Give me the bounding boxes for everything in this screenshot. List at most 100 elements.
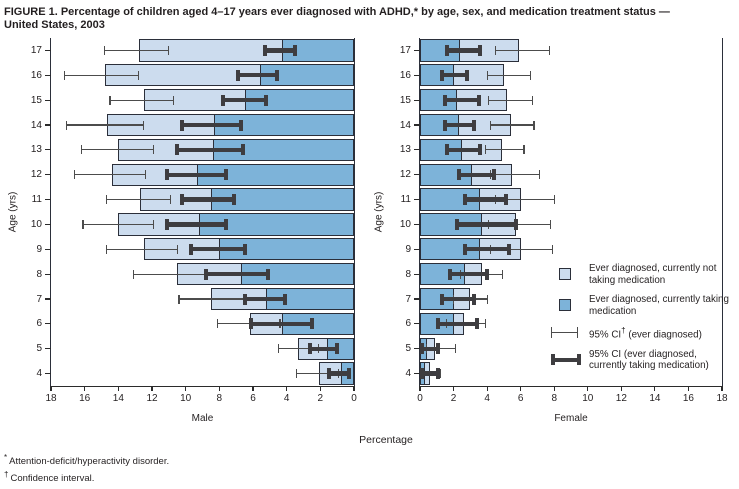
- age-tick: [414, 74, 420, 76]
- ci-medication-line: [177, 147, 243, 153]
- ci-medication-line: [438, 321, 478, 327]
- x-tick-label: 8: [216, 393, 223, 404]
- female-y-axis-label: Age (yrs): [373, 191, 385, 233]
- ci-medication-line: [251, 321, 312, 327]
- ci-medication-cap: [180, 119, 185, 131]
- age-tick-label: 17: [30, 44, 42, 56]
- x-tick: [319, 386, 321, 391]
- ci-medication-line: [450, 271, 488, 277]
- age-tick: [414, 174, 420, 176]
- ci-medication-cap: [266, 268, 271, 280]
- ci-medication-line: [421, 346, 439, 351]
- ci-ever-cap: [501, 269, 503, 279]
- age-tick: [45, 323, 51, 325]
- age-tick-label: 8: [405, 268, 411, 280]
- ci-medication-cap: [188, 243, 193, 255]
- ci-ever-line: [490, 248, 553, 250]
- thin-ci-cap: [551, 326, 553, 338]
- legend-item: Ever diagnosed, currently not taking med…: [551, 263, 737, 286]
- x-tick: [486, 386, 488, 391]
- age-tick: [45, 298, 51, 300]
- ci-medication-cap: [240, 144, 245, 156]
- ci-medication-line: [190, 247, 245, 252]
- ci-medication-cap: [476, 94, 481, 106]
- age-tick: [414, 372, 420, 375]
- ci-medication-cap: [485, 268, 490, 280]
- figure-title-line2: United States, 2003: [4, 19, 105, 31]
- age-tick-label: 10: [30, 218, 42, 230]
- ci-ever-line: [81, 149, 154, 151]
- ci-medication-line: [310, 346, 338, 351]
- age-tick-label: 4: [36, 368, 42, 380]
- ci-medication-line: [456, 222, 516, 227]
- ci-medication-line: [446, 48, 481, 53]
- ci-medication-cap: [503, 194, 508, 206]
- age-tick: [414, 348, 420, 350]
- ci-medication-line: [441, 73, 467, 78]
- ci-medication-cap: [436, 318, 441, 330]
- ci-ever-cap: [486, 70, 488, 80]
- ci-ever-line: [133, 273, 208, 275]
- ci-medication-line: [222, 97, 267, 103]
- ci-ever-cap: [484, 145, 487, 155]
- x-tick-label: 6: [517, 393, 524, 404]
- ci-medication-cap: [180, 194, 185, 206]
- male-y-axis-label: Age (yrs): [7, 191, 19, 233]
- legend-label: Ever diagnosed, currently not taking med…: [589, 263, 717, 286]
- x-tick: [620, 386, 622, 391]
- ci-medication-cap: [478, 44, 483, 56]
- ci-medication-cap: [282, 293, 287, 305]
- ci-medication-cap: [308, 343, 313, 355]
- age-tick: [414, 99, 420, 101]
- ci-ever-line: [278, 348, 319, 350]
- age-tick: [45, 174, 51, 176]
- age-tick-label: 17: [399, 44, 411, 56]
- ci-medication-line: [465, 247, 509, 252]
- age-tick: [414, 298, 420, 300]
- ci-medication-cap: [242, 293, 247, 305]
- ci-ever-line: [178, 298, 247, 300]
- ci-ever-cap: [217, 319, 219, 329]
- ci-ever-line: [104, 49, 169, 52]
- age-tick: [414, 273, 420, 275]
- age-tick: [414, 323, 420, 325]
- age-tick-label: 4: [405, 368, 411, 380]
- ci-ever-cap: [550, 219, 552, 229]
- ci-ever-line: [64, 74, 139, 76]
- thin-ci-cap: [576, 326, 578, 338]
- ci-medication-line: [182, 197, 235, 202]
- ci-ever-cap: [65, 120, 67, 130]
- ci-medication-cap: [475, 318, 480, 330]
- age-tick-label: 9: [36, 243, 42, 255]
- age-tick: [45, 74, 51, 76]
- age-tick: [45, 348, 51, 350]
- ci-medication-cap: [448, 268, 453, 280]
- ci-ever-line: [66, 124, 144, 126]
- ci-medication-cap: [439, 293, 444, 305]
- female-axis-caption: Female: [554, 413, 588, 424]
- ci-ever-cap: [176, 244, 178, 254]
- age-tick-label: 15: [30, 94, 42, 106]
- ci-medication-cap: [444, 44, 449, 56]
- ci-ever-cap: [488, 95, 490, 105]
- x-tick: [419, 386, 421, 391]
- age-tick: [45, 49, 51, 52]
- ci-ever-line: [296, 372, 339, 375]
- ci-ever-cap: [489, 120, 492, 130]
- x-tick-label: 0: [417, 393, 423, 404]
- x-tick-label: 18: [45, 393, 57, 404]
- ci-ever-cap: [105, 195, 108, 205]
- x-tick-label: 14: [649, 393, 661, 404]
- age-tick-label: 15: [399, 94, 411, 106]
- age-tick: [414, 223, 420, 226]
- legend-label: 95% CI† (ever diagnosed): [589, 326, 702, 341]
- ci-medication-line: [328, 371, 349, 376]
- x-tick: [520, 386, 522, 391]
- ci-medication-cap: [175, 144, 180, 156]
- age-tick-label: 5: [405, 343, 411, 355]
- legend-label: Ever diagnosed, currently taking medicat…: [589, 294, 729, 317]
- x-tick: [721, 386, 723, 391]
- ci-medication-cap: [242, 243, 247, 255]
- ci-ever-line: [488, 99, 533, 101]
